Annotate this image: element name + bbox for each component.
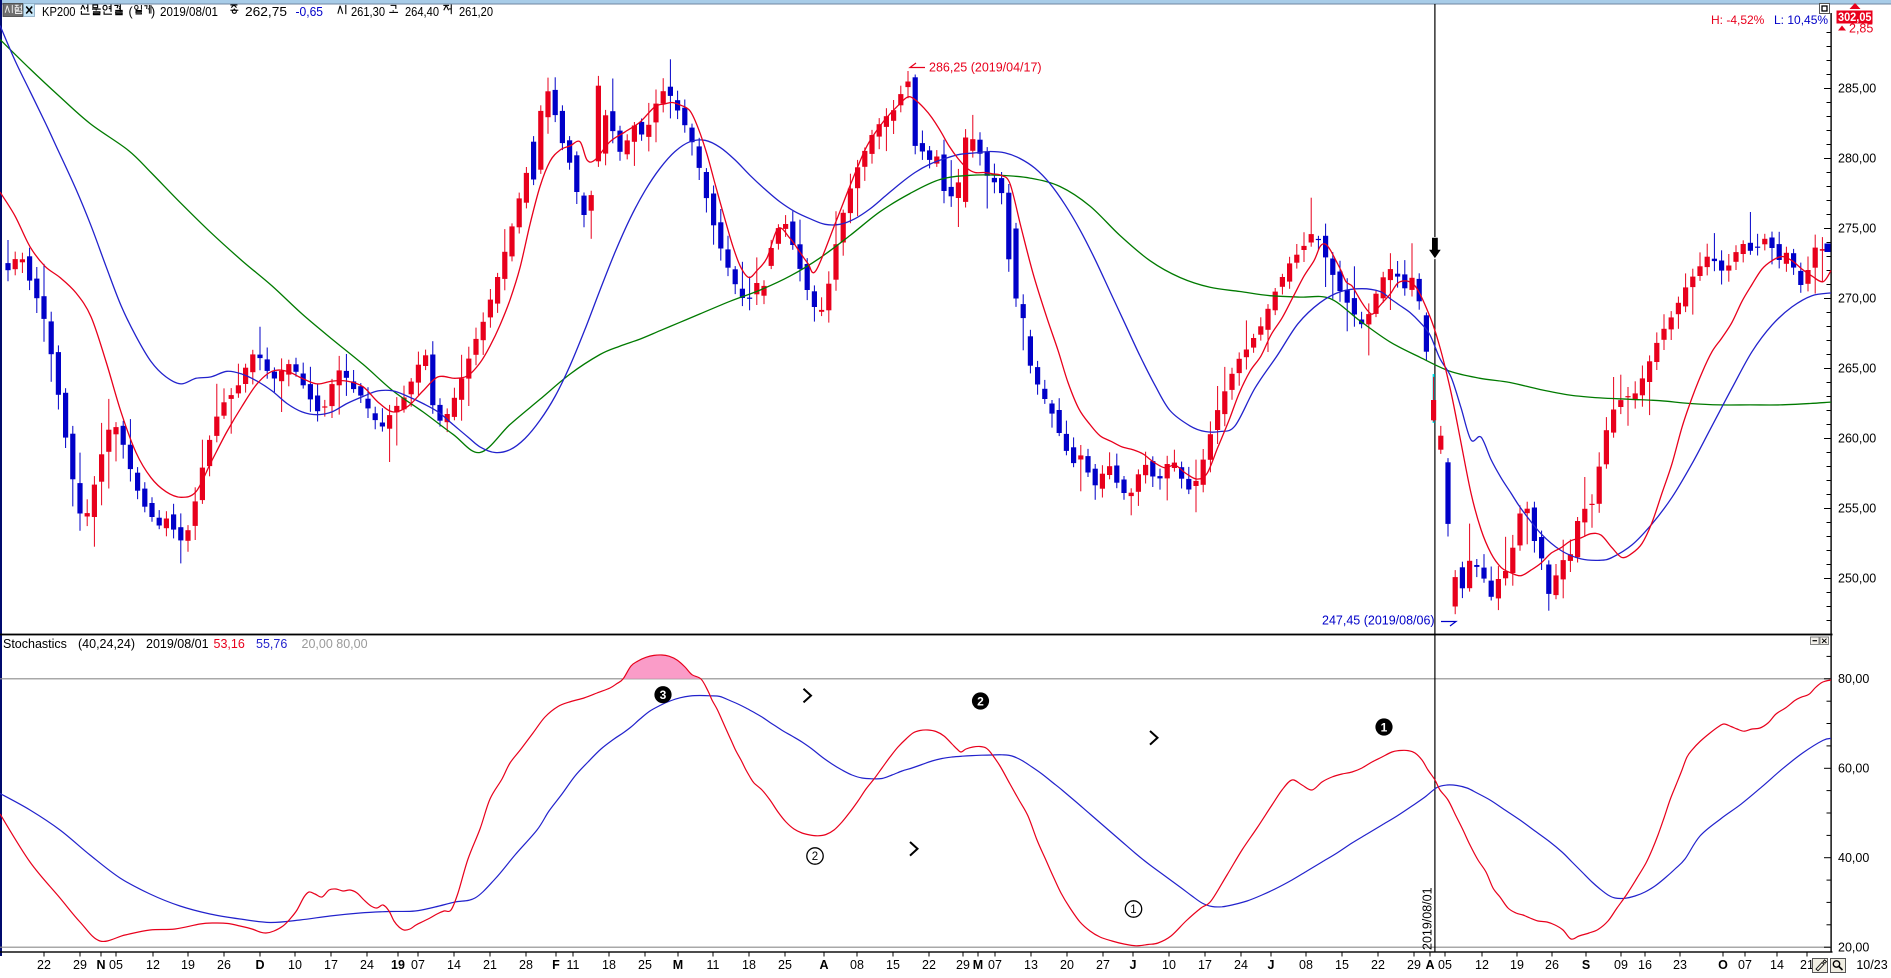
svg-text:KP200: KP200 xyxy=(42,5,76,19)
svg-text:M: M xyxy=(673,958,683,972)
svg-text:2019/08/01: 2019/08/01 xyxy=(146,637,209,651)
svg-text:265,00: 265,00 xyxy=(1838,362,1876,376)
svg-text:A: A xyxy=(819,958,828,972)
svg-text:Stochastics: Stochastics xyxy=(3,637,67,651)
svg-text:11: 11 xyxy=(707,958,720,972)
svg-text:55,76: 55,76 xyxy=(256,637,287,651)
svg-text:264,40: 264,40 xyxy=(405,5,439,19)
svg-text:261,30: 261,30 xyxy=(351,5,385,19)
svg-text:40,00: 40,00 xyxy=(1838,851,1869,865)
svg-text:2019/08/01: 2019/08/01 xyxy=(160,5,218,19)
svg-text:(40,24,24): (40,24,24) xyxy=(78,637,135,651)
svg-text:22: 22 xyxy=(922,958,936,972)
svg-text:275,00: 275,00 xyxy=(1838,222,1876,236)
svg-text:247,45 (2019/08/06): 247,45 (2019/08/06) xyxy=(1322,614,1435,628)
svg-text:22: 22 xyxy=(1371,958,1385,972)
svg-text:1: 1 xyxy=(1130,904,1136,916)
svg-text:19: 19 xyxy=(1510,958,1524,972)
svg-text:15: 15 xyxy=(1335,958,1349,972)
svg-text:M: M xyxy=(973,958,983,972)
svg-text:18: 18 xyxy=(742,958,756,972)
svg-text:F: F xyxy=(552,958,560,972)
svg-text:12: 12 xyxy=(1475,958,1489,972)
svg-text:08: 08 xyxy=(1299,958,1313,972)
svg-text:L: 10,45%: L: 10,45% xyxy=(1774,13,1828,27)
svg-text:D: D xyxy=(255,958,264,972)
svg-text:10: 10 xyxy=(1162,958,1176,972)
svg-text:05: 05 xyxy=(1438,958,1452,972)
svg-text:29: 29 xyxy=(956,958,970,972)
svg-text:285,00: 285,00 xyxy=(1838,82,1876,96)
svg-text:28: 28 xyxy=(519,958,533,972)
svg-text:14: 14 xyxy=(1770,958,1784,972)
svg-text:20: 20 xyxy=(1060,958,1074,972)
svg-text:260,00: 260,00 xyxy=(1838,432,1876,446)
svg-text:17: 17 xyxy=(1198,958,1212,972)
svg-text:2,85: 2,85 xyxy=(1849,22,1873,36)
svg-text:261,20: 261,20 xyxy=(459,5,493,19)
svg-text:13: 13 xyxy=(1024,958,1038,972)
svg-text:250,00: 250,00 xyxy=(1838,572,1876,586)
svg-text:27: 27 xyxy=(1096,958,1110,972)
svg-text:10/23: 10/23 xyxy=(1856,958,1887,972)
svg-text:280,00: 280,00 xyxy=(1838,152,1876,166)
svg-text:08: 08 xyxy=(850,958,864,972)
svg-text:2: 2 xyxy=(812,851,818,863)
svg-text:262,75: 262,75 xyxy=(245,5,287,19)
svg-text:29: 29 xyxy=(73,958,87,972)
svg-text:14: 14 xyxy=(447,958,461,972)
svg-text:A: A xyxy=(1425,958,1434,972)
svg-text:10: 10 xyxy=(288,958,302,972)
svg-text:07: 07 xyxy=(1738,958,1752,972)
svg-text:26: 26 xyxy=(1545,958,1559,972)
svg-text:S: S xyxy=(1582,958,1590,972)
svg-text:2: 2 xyxy=(977,694,984,708)
svg-text:N: N xyxy=(96,958,105,972)
svg-text:24: 24 xyxy=(1234,958,1248,972)
svg-text:09: 09 xyxy=(1614,958,1628,972)
svg-text:22: 22 xyxy=(37,958,51,972)
svg-text:286,25 (2019/04/17): 286,25 (2019/04/17) xyxy=(929,61,1042,75)
svg-text:302,05: 302,05 xyxy=(1838,10,1872,24)
svg-text:270,00: 270,00 xyxy=(1838,292,1876,306)
svg-text:53,16: 53,16 xyxy=(214,637,245,651)
svg-text:(: ( xyxy=(129,5,134,19)
svg-text:60,00: 60,00 xyxy=(1838,762,1869,776)
svg-text:21: 21 xyxy=(483,958,497,972)
svg-text:25: 25 xyxy=(638,958,652,972)
svg-text:07: 07 xyxy=(411,958,425,972)
svg-text:-0,65: -0,65 xyxy=(296,5,324,19)
svg-text:): ) xyxy=(151,5,155,19)
svg-text:H: -4,52%: H: -4,52% xyxy=(1711,13,1765,27)
svg-text:05: 05 xyxy=(109,958,123,972)
svg-text:07: 07 xyxy=(988,958,1002,972)
svg-text:29: 29 xyxy=(1407,958,1421,972)
svg-text:20,00 80,00: 20,00 80,00 xyxy=(302,637,368,651)
svg-text:18: 18 xyxy=(602,958,616,972)
svg-text:J: J xyxy=(1130,958,1137,972)
svg-text:25: 25 xyxy=(778,958,792,972)
svg-text:19: 19 xyxy=(181,958,195,972)
svg-text:19: 19 xyxy=(391,958,405,972)
svg-text:80,00: 80,00 xyxy=(1838,672,1869,686)
svg-text:20,00: 20,00 xyxy=(1838,940,1869,954)
svg-text:26: 26 xyxy=(217,958,231,972)
svg-text:24: 24 xyxy=(360,958,374,972)
svg-text:2019/08/01: 2019/08/01 xyxy=(1421,887,1435,950)
svg-text:O: O xyxy=(1718,958,1728,972)
svg-text:11: 11 xyxy=(567,958,580,972)
svg-text:23: 23 xyxy=(1673,958,1687,972)
svg-text:12: 12 xyxy=(146,958,160,972)
svg-text:21: 21 xyxy=(1800,958,1814,972)
svg-text:17: 17 xyxy=(324,958,338,972)
svg-text:1: 1 xyxy=(1381,720,1388,734)
svg-text:15: 15 xyxy=(886,958,900,972)
svg-text:3: 3 xyxy=(660,688,667,702)
svg-text:255,00: 255,00 xyxy=(1838,502,1876,516)
svg-text:J: J xyxy=(1268,958,1275,972)
svg-text:16: 16 xyxy=(1638,958,1652,972)
